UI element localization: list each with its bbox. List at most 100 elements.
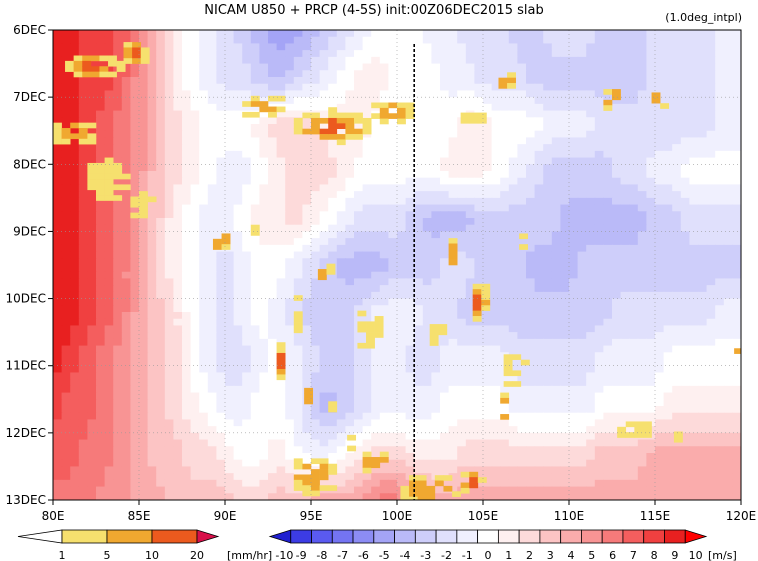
u850-cell: [242, 406, 252, 414]
u850-cell: [440, 110, 450, 118]
u850-cell: [551, 124, 561, 132]
u850-cell: [672, 90, 682, 98]
u850-cell: [388, 406, 398, 414]
u850-cell: [113, 124, 123, 132]
u850-cell: [328, 90, 338, 98]
u850-cell: [156, 63, 166, 71]
u850-cell: [216, 124, 226, 132]
u850-cell: [293, 278, 303, 286]
u850-cell: [78, 291, 88, 300]
u850-cell: [551, 30, 561, 38]
u850-cell: [61, 70, 71, 78]
u850-cell: [715, 359, 725, 367]
u850-cell: [655, 184, 665, 192]
u850-cell: [147, 318, 157, 327]
u850-cell: [96, 305, 106, 313]
u850-cell: [586, 365, 596, 374]
u850-cell: [655, 150, 665, 159]
u850-cell: [465, 352, 475, 360]
u850-cell: [680, 412, 690, 421]
u850-cell: [646, 211, 656, 219]
u850-cell: [207, 103, 217, 112]
u850-cell: [663, 439, 673, 447]
u850-cell: [336, 204, 346, 212]
u850-cell: [465, 325, 475, 333]
u850-cell: [379, 265, 389, 273]
u850-cell: [526, 204, 536, 212]
u850-cell: [207, 56, 217, 65]
u850-cell: [345, 157, 355, 165]
u850-cell: [96, 144, 106, 152]
u850-cell: [371, 164, 381, 172]
u850-cell: [276, 432, 286, 441]
u850-cell: [345, 30, 355, 38]
u850-cell: [319, 103, 329, 112]
u850-cell: [61, 150, 71, 159]
u850-cell: [354, 191, 364, 199]
u850-cell: [586, 137, 596, 145]
u850-cell: [190, 30, 200, 38]
u850-cell: [182, 318, 192, 327]
u850-cell: [96, 345, 106, 353]
u850-cell: [285, 197, 295, 206]
u850-cell: [276, 177, 286, 186]
u850-cell: [113, 439, 123, 447]
u850-cell: [569, 412, 579, 421]
u850-cell: [182, 191, 192, 199]
u850-cell: [53, 184, 63, 192]
u850-cell: [646, 265, 656, 273]
u850-cell: [250, 291, 260, 300]
u850-cell: [689, 117, 699, 125]
u850-cell: [431, 103, 441, 112]
u850-cell: [78, 372, 88, 380]
u850-cell: [216, 63, 226, 71]
u850-cell: [431, 392, 441, 400]
u850-cell: [689, 137, 699, 145]
u850-cell: [121, 298, 131, 306]
u850-cell: [680, 197, 690, 206]
u850-cell: [594, 426, 604, 434]
u850-cell: [689, 211, 699, 219]
u850-cell: [414, 36, 424, 45]
u850-cell: [715, 385, 725, 394]
u850-cell: [139, 291, 149, 300]
u850-cell: [560, 399, 570, 407]
u850-cell: [354, 392, 364, 400]
u850-cell: [448, 285, 458, 293]
u850-cell: [689, 365, 699, 374]
u850-cell: [422, 218, 432, 226]
u850-cell: [491, 43, 501, 51]
u850-cell: [620, 291, 630, 300]
u850-cell: [680, 318, 690, 327]
u850-cell: [345, 144, 355, 152]
u850-cell: [672, 412, 682, 421]
u850-cell: [388, 90, 398, 98]
u850-cell: [139, 63, 149, 71]
u850-cell: [354, 439, 364, 447]
u850-cell: [526, 238, 536, 246]
u850-cell: [646, 305, 656, 313]
u850-cell: [104, 412, 114, 421]
u850-cell: [70, 103, 80, 112]
u850-cell: [345, 56, 355, 65]
u850-cell: [362, 137, 372, 145]
u850-cell: [698, 345, 708, 353]
u850-cell: [440, 70, 450, 78]
u850-cell: [637, 184, 647, 192]
u850-cell: [414, 258, 424, 266]
u850-cell: [379, 365, 389, 374]
u850-cell: [629, 144, 639, 152]
u850-cell: [414, 439, 424, 447]
u850-cell: [379, 298, 389, 306]
u850-cell: [276, 83, 286, 92]
u850-cell: [87, 117, 97, 125]
u850-cell: [302, 365, 312, 374]
u850-cell: [637, 406, 647, 414]
u850-cell: [259, 164, 269, 172]
u850-cell: [689, 177, 699, 186]
u850-cell: [147, 372, 157, 380]
u850-cell: [560, 379, 570, 387]
u850-cell: [259, 36, 269, 45]
u850-cell: [113, 224, 123, 233]
u850-cell: [139, 372, 149, 380]
